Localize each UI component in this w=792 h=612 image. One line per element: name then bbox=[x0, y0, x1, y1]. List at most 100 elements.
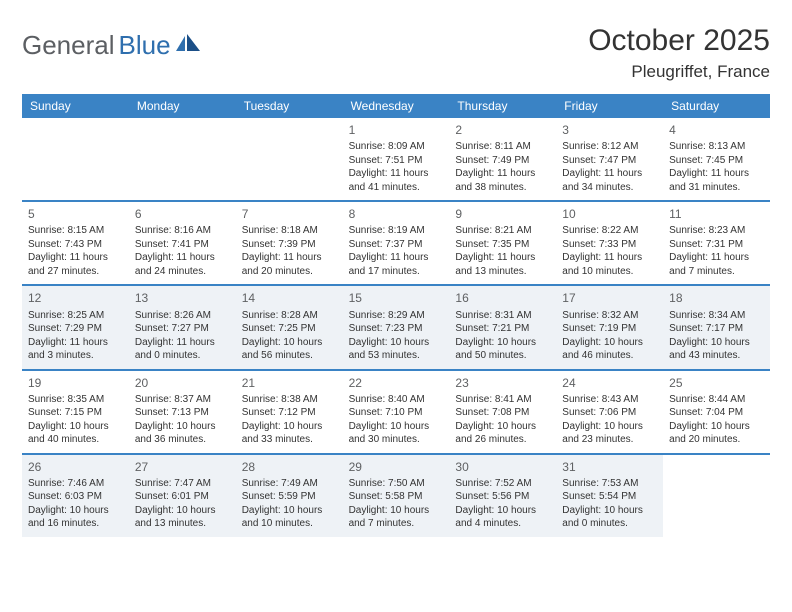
daylight-text: and 43 minutes. bbox=[669, 349, 764, 363]
daylight-text: Daylight: 11 hours bbox=[135, 336, 230, 350]
day-header-sat: Saturday bbox=[663, 94, 770, 118]
day-number: 16 bbox=[455, 290, 550, 306]
sunrise-text: Sunrise: 8:41 AM bbox=[455, 393, 550, 407]
day-number: 28 bbox=[242, 459, 337, 475]
day-number: 23 bbox=[455, 375, 550, 391]
day-number: 17 bbox=[562, 290, 657, 306]
daylight-text: and 34 minutes. bbox=[562, 181, 657, 195]
daylight-text: and 20 minutes. bbox=[242, 265, 337, 279]
brand-part2: Blue bbox=[119, 30, 171, 61]
sunrise-text: Sunrise: 7:49 AM bbox=[242, 477, 337, 491]
sunrise-text: Sunrise: 8:15 AM bbox=[28, 224, 123, 238]
daylight-text: and 13 minutes. bbox=[135, 517, 230, 531]
sunrise-text: Sunrise: 8:11 AM bbox=[455, 140, 550, 154]
daylight-text: and 3 minutes. bbox=[28, 349, 123, 363]
calendar-cell: 19Sunrise: 8:35 AMSunset: 7:15 PMDayligh… bbox=[22, 371, 129, 453]
daylight-text: Daylight: 10 hours bbox=[455, 420, 550, 434]
week-row: 26Sunrise: 7:46 AMSunset: 6:03 PMDayligh… bbox=[22, 455, 770, 537]
daylight-text: and 17 minutes. bbox=[349, 265, 444, 279]
calendar-cell bbox=[236, 118, 343, 200]
daylight-text: and 10 minutes. bbox=[562, 265, 657, 279]
calendar-cell: 6Sunrise: 8:16 AMSunset: 7:41 PMDaylight… bbox=[129, 202, 236, 284]
calendar-cell: 24Sunrise: 8:43 AMSunset: 7:06 PMDayligh… bbox=[556, 371, 663, 453]
sunset-text: Sunset: 7:17 PM bbox=[669, 322, 764, 336]
daylight-text: and 0 minutes. bbox=[135, 349, 230, 363]
calendar-cell bbox=[22, 118, 129, 200]
calendar-cell: 25Sunrise: 8:44 AMSunset: 7:04 PMDayligh… bbox=[663, 371, 770, 453]
day-number: 7 bbox=[242, 206, 337, 222]
sunset-text: Sunset: 7:27 PM bbox=[135, 322, 230, 336]
day-number: 29 bbox=[349, 459, 444, 475]
daylight-text: Daylight: 11 hours bbox=[669, 167, 764, 181]
sunset-text: Sunset: 7:47 PM bbox=[562, 154, 657, 168]
day-header-wed: Wednesday bbox=[343, 94, 450, 118]
day-number: 25 bbox=[669, 375, 764, 391]
daylight-text: and 13 minutes. bbox=[455, 265, 550, 279]
daylight-text: and 33 minutes. bbox=[242, 433, 337, 447]
sunset-text: Sunset: 7:13 PM bbox=[135, 406, 230, 420]
calendar-cell: 28Sunrise: 7:49 AMSunset: 5:59 PMDayligh… bbox=[236, 455, 343, 537]
daylight-text: Daylight: 11 hours bbox=[135, 251, 230, 265]
logo-sails-icon bbox=[176, 34, 202, 52]
week-row: 19Sunrise: 8:35 AMSunset: 7:15 PMDayligh… bbox=[22, 371, 770, 455]
daylight-text: Daylight: 10 hours bbox=[135, 420, 230, 434]
daylight-text: Daylight: 11 hours bbox=[28, 251, 123, 265]
sunrise-text: Sunrise: 7:52 AM bbox=[455, 477, 550, 491]
day-number: 5 bbox=[28, 206, 123, 222]
day-number: 6 bbox=[135, 206, 230, 222]
calendar-cell: 13Sunrise: 8:26 AMSunset: 7:27 PMDayligh… bbox=[129, 286, 236, 368]
day-number: 11 bbox=[669, 206, 764, 222]
sunrise-text: Sunrise: 8:19 AM bbox=[349, 224, 444, 238]
brand-logo: General Blue bbox=[22, 30, 202, 61]
calendar-cell: 30Sunrise: 7:52 AMSunset: 5:56 PMDayligh… bbox=[449, 455, 556, 537]
calendar-cell: 3Sunrise: 8:12 AMSunset: 7:47 PMDaylight… bbox=[556, 118, 663, 200]
calendar-cell: 21Sunrise: 8:38 AMSunset: 7:12 PMDayligh… bbox=[236, 371, 343, 453]
daylight-text: Daylight: 11 hours bbox=[455, 251, 550, 265]
week-row: 5Sunrise: 8:15 AMSunset: 7:43 PMDaylight… bbox=[22, 202, 770, 286]
daylight-text: Daylight: 10 hours bbox=[349, 336, 444, 350]
sunset-text: Sunset: 6:01 PM bbox=[135, 490, 230, 504]
brand-part1: General bbox=[22, 30, 115, 61]
sunset-text: Sunset: 7:10 PM bbox=[349, 406, 444, 420]
calendar-cell: 1Sunrise: 8:09 AMSunset: 7:51 PMDaylight… bbox=[343, 118, 450, 200]
calendar-cell: 15Sunrise: 8:29 AMSunset: 7:23 PMDayligh… bbox=[343, 286, 450, 368]
daylight-text: Daylight: 11 hours bbox=[242, 251, 337, 265]
day-number: 10 bbox=[562, 206, 657, 222]
calendar-cell: 22Sunrise: 8:40 AMSunset: 7:10 PMDayligh… bbox=[343, 371, 450, 453]
day-number: 20 bbox=[135, 375, 230, 391]
sunset-text: Sunset: 7:49 PM bbox=[455, 154, 550, 168]
sunset-text: Sunset: 7:25 PM bbox=[242, 322, 337, 336]
header: General Blue October 2025 Pleugriffet, F… bbox=[22, 24, 770, 82]
sunrise-text: Sunrise: 7:47 AM bbox=[135, 477, 230, 491]
daylight-text: and 23 minutes. bbox=[562, 433, 657, 447]
sunrise-text: Sunrise: 8:09 AM bbox=[349, 140, 444, 154]
sunset-text: Sunset: 7:06 PM bbox=[562, 406, 657, 420]
day-number: 3 bbox=[562, 122, 657, 138]
daylight-text: Daylight: 11 hours bbox=[669, 251, 764, 265]
daylight-text: Daylight: 11 hours bbox=[28, 336, 123, 350]
week-row: 1Sunrise: 8:09 AMSunset: 7:51 PMDaylight… bbox=[22, 118, 770, 202]
calendar-cell: 9Sunrise: 8:21 AMSunset: 7:35 PMDaylight… bbox=[449, 202, 556, 284]
calendar-cell: 17Sunrise: 8:32 AMSunset: 7:19 PMDayligh… bbox=[556, 286, 663, 368]
sunrise-text: Sunrise: 8:28 AM bbox=[242, 309, 337, 323]
daylight-text: Daylight: 11 hours bbox=[562, 167, 657, 181]
day-number: 24 bbox=[562, 375, 657, 391]
sunrise-text: Sunrise: 8:13 AM bbox=[669, 140, 764, 154]
daylight-text: and 4 minutes. bbox=[455, 517, 550, 531]
day-number: 12 bbox=[28, 290, 123, 306]
daylight-text: Daylight: 10 hours bbox=[242, 504, 337, 518]
calendar-grid: Sunday Monday Tuesday Wednesday Thursday… bbox=[22, 94, 770, 537]
calendar-cell: 31Sunrise: 7:53 AMSunset: 5:54 PMDayligh… bbox=[556, 455, 663, 537]
sunrise-text: Sunrise: 8:26 AM bbox=[135, 309, 230, 323]
daylight-text: and 26 minutes. bbox=[455, 433, 550, 447]
calendar-cell: 8Sunrise: 8:19 AMSunset: 7:37 PMDaylight… bbox=[343, 202, 450, 284]
sunrise-text: Sunrise: 8:43 AM bbox=[562, 393, 657, 407]
calendar-cell: 29Sunrise: 7:50 AMSunset: 5:58 PMDayligh… bbox=[343, 455, 450, 537]
calendar-page: General Blue October 2025 Pleugriffet, F… bbox=[0, 0, 792, 553]
sunset-text: Sunset: 7:19 PM bbox=[562, 322, 657, 336]
day-number: 21 bbox=[242, 375, 337, 391]
sunset-text: Sunset: 7:51 PM bbox=[349, 154, 444, 168]
day-header-thu: Thursday bbox=[449, 94, 556, 118]
day-header-mon: Monday bbox=[129, 94, 236, 118]
daylight-text: Daylight: 10 hours bbox=[669, 420, 764, 434]
